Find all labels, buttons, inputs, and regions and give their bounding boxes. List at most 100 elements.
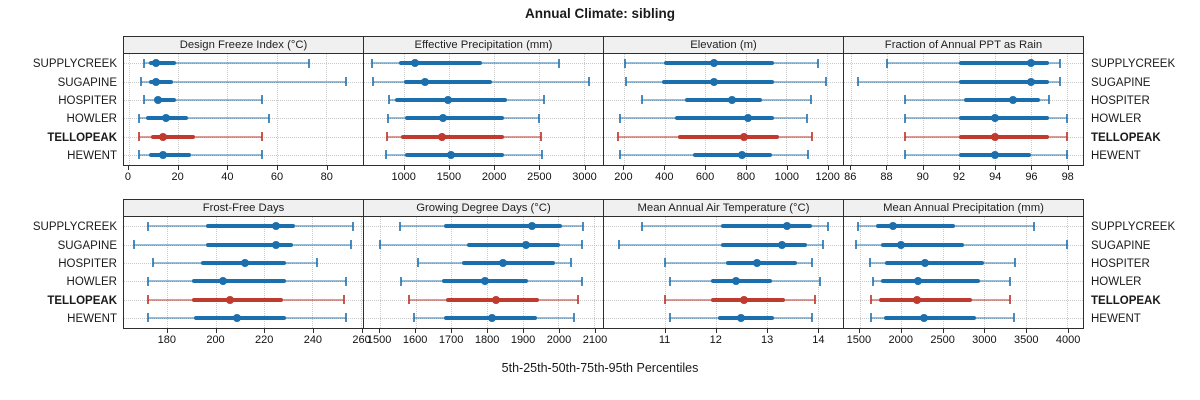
- panel-design-freeze-index-c: Design Freeze Index (°C) 0 20 40 60 80: [123, 36, 364, 188]
- cap-95th: [1008, 276, 1011, 286]
- percentile-segment-howler: [364, 113, 603, 123]
- percentile-segment-tellopeak: [844, 295, 1083, 305]
- band-25-75: [400, 134, 504, 139]
- percentile-segment-hewent: [124, 150, 363, 160]
- panel-header-frost-free-days: Frost-Free Days: [123, 199, 364, 217]
- median-dot: [481, 277, 490, 286]
- cap-5th: [137, 150, 140, 160]
- axis-tick: [127, 166, 129, 170]
- cap-95th: [577, 295, 580, 304]
- panel-header-elevation-m: Elevation (m): [603, 36, 844, 54]
- axis-tick-label: 1500: [366, 334, 392, 346]
- band-25-75: [878, 297, 972, 302]
- whisker-5-95: [143, 62, 309, 65]
- plot-area-design-freeze-index-c: [123, 54, 364, 166]
- gridline-horizontal: [124, 63, 363, 65]
- percentile-segment-supplycreek: [364, 221, 603, 231]
- site-label-supplycreek: SUPPLYCREEK: [1091, 58, 1176, 71]
- band-25-75: [726, 260, 798, 265]
- band-25-75: [693, 152, 773, 157]
- cap-5th: [904, 150, 907, 160]
- percentile-segment-hospiter: [604, 95, 843, 105]
- median-dot: [727, 95, 736, 104]
- cap-5th: [147, 276, 150, 286]
- cap-95th: [819, 276, 822, 286]
- axis-tick-label: 0: [124, 171, 132, 183]
- cap-95th: [814, 295, 817, 304]
- axis-tick: [361, 329, 363, 333]
- cap-95th: [1065, 132, 1068, 141]
- gridline-vertical: [745, 54, 747, 165]
- whisker-5-95: [138, 117, 270, 120]
- gridline-vertical: [538, 54, 540, 165]
- axis-tick-label: 2000: [481, 171, 507, 183]
- cap-5th: [132, 240, 135, 249]
- axis-tick: [664, 166, 666, 170]
- axis-tick-label: 600: [695, 171, 715, 183]
- cap-5th: [856, 221, 859, 231]
- median-dot: [897, 240, 906, 249]
- panel-elevation-m: Elevation (m) 200 400 600 800 1000 1200: [603, 36, 844, 188]
- gridline-vertical: [859, 217, 861, 328]
- gridline-horizontal: [124, 99, 363, 101]
- site-label-tellopeak: TELLOPEAK: [1091, 294, 1161, 307]
- gridline-vertical: [404, 54, 406, 165]
- cap-5th: [398, 221, 401, 231]
- axis-tick-label: 1200: [815, 171, 840, 183]
- cap-95th: [260, 132, 263, 141]
- gridline-vertical: [766, 217, 768, 328]
- cap-5th: [854, 240, 857, 249]
- median-dot: [152, 59, 161, 68]
- cap-95th: [260, 150, 263, 160]
- whisker-5-95: [138, 153, 262, 156]
- median-dot: [159, 150, 168, 159]
- panel-header-growing-degree-days-c: Growing Degree Days (°C): [363, 199, 604, 217]
- panel-mean-annual-air-temperature-c: Mean Annual Air Temperature (°C) 11 12 13 14: [603, 199, 844, 351]
- percentile-segment-hospiter: [124, 95, 363, 105]
- gridline-vertical: [826, 54, 828, 165]
- band-25-75: [153, 97, 176, 102]
- site-label-tellopeak: TELLOPEAK: [47, 294, 117, 307]
- plot-area-mean-annual-air-temperature-c: [603, 217, 844, 329]
- gridline-vertical: [276, 54, 278, 165]
- axis-tick-label: 1900: [510, 334, 536, 346]
- median-dot: [913, 277, 922, 286]
- axis-tick-label: 2500: [930, 334, 955, 346]
- median-dot: [499, 258, 508, 267]
- site-label-sugapine: SUGAPINE: [1091, 76, 1151, 89]
- axis-tick-label: 2100: [582, 334, 608, 346]
- cap-5th: [669, 313, 672, 323]
- gridline-vertical: [984, 217, 986, 328]
- x-axis-elevation-m: 200 400 600 800 1000 1200: [603, 166, 844, 188]
- percentile-segment-hewent: [844, 313, 1083, 323]
- median-dot: [233, 313, 242, 322]
- cap-5th: [140, 77, 143, 86]
- median-dot: [888, 222, 897, 231]
- axis-tick: [922, 166, 924, 170]
- axis-tick-label: 1000: [774, 171, 800, 183]
- site-label-hewent: HEWENT: [1091, 149, 1141, 162]
- cap-5th: [664, 258, 667, 268]
- cap-95th: [1013, 258, 1016, 268]
- axis-tick-label: 1500: [846, 334, 872, 346]
- axis-tick: [415, 329, 417, 333]
- axis-tick: [958, 166, 960, 170]
- axis-tick-label: 1000: [391, 171, 416, 183]
- site-label-howler: HOWLER: [1091, 276, 1142, 289]
- median-dot: [1008, 95, 1017, 104]
- median-dot: [739, 295, 748, 304]
- gridline-vertical: [959, 54, 960, 165]
- site-label-hospiter: HOSPITER: [58, 257, 117, 270]
- median-dot: [920, 313, 929, 322]
- cap-5th: [619, 150, 622, 160]
- cap-95th: [1066, 240, 1069, 249]
- gridline-horizontal: [124, 154, 363, 156]
- axis-tick: [886, 166, 888, 170]
- cap-95th: [569, 258, 572, 268]
- median-dot: [152, 77, 161, 86]
- gridline-vertical: [558, 217, 560, 328]
- panels-top: Design Freeze Index (°C) 0 20 40 60 80 Effecti…: [123, 36, 1084, 188]
- axis-tick: [623, 166, 625, 170]
- axis-tick: [1067, 166, 1069, 170]
- cap-95th: [811, 258, 814, 268]
